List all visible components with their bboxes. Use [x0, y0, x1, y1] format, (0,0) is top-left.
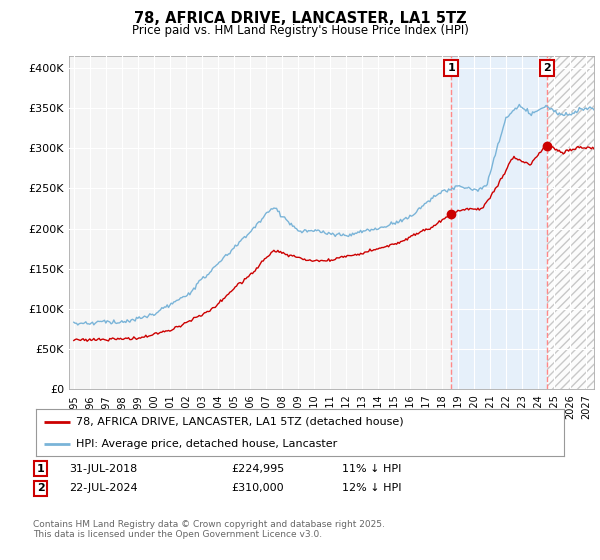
Text: 78, AFRICA DRIVE, LANCASTER, LA1 5TZ: 78, AFRICA DRIVE, LANCASTER, LA1 5TZ — [134, 11, 466, 26]
Text: 2: 2 — [543, 63, 551, 73]
Bar — [451, 56, 547, 389]
Text: 78, AFRICA DRIVE, LANCASTER, LA1 5TZ (detached house): 78, AFRICA DRIVE, LANCASTER, LA1 5TZ (de… — [76, 417, 403, 427]
Text: £310,000: £310,000 — [231, 483, 284, 493]
Text: 31-JUL-2018: 31-JUL-2018 — [69, 464, 137, 474]
Text: £224,995: £224,995 — [231, 464, 284, 474]
Text: 2: 2 — [37, 483, 44, 493]
Text: 22-JUL-2024: 22-JUL-2024 — [69, 483, 137, 493]
Text: Contains HM Land Registry data © Crown copyright and database right 2025.
This d: Contains HM Land Registry data © Crown c… — [33, 520, 385, 539]
Text: 1: 1 — [448, 63, 455, 73]
Text: 1: 1 — [37, 464, 44, 474]
Text: Price paid vs. HM Land Registry's House Price Index (HPI): Price paid vs. HM Land Registry's House … — [131, 24, 469, 36]
Text: 12% ↓ HPI: 12% ↓ HPI — [342, 483, 401, 493]
Text: 11% ↓ HPI: 11% ↓ HPI — [342, 464, 401, 474]
Text: HPI: Average price, detached house, Lancaster: HPI: Average price, detached house, Lanc… — [76, 438, 337, 449]
